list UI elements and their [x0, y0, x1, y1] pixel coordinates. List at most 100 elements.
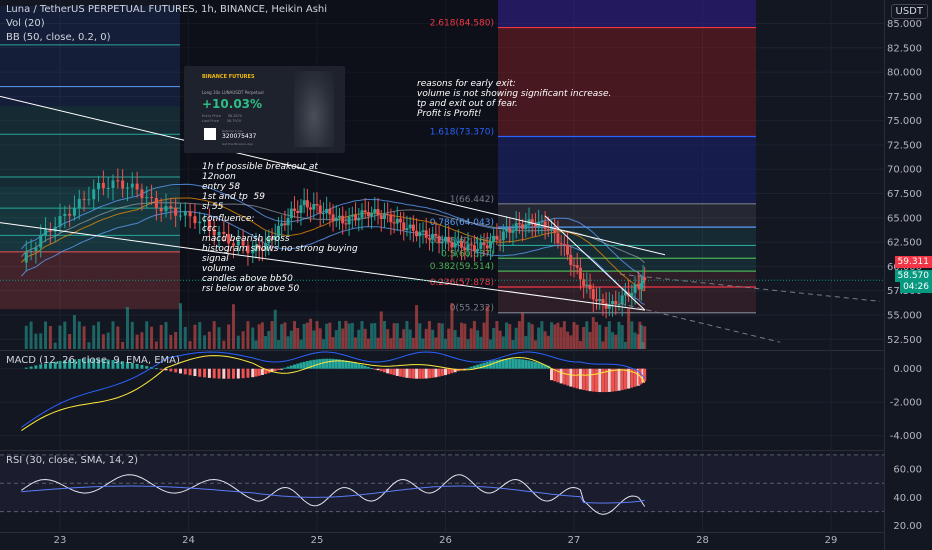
macd-histogram-bar [140, 364, 144, 369]
macd-histogram-bar [566, 368, 570, 386]
candle-body [116, 180, 120, 182]
macd-histogram-bar [270, 368, 274, 373]
volume-bar [607, 321, 611, 349]
volume-bar [623, 341, 627, 349]
volume-bar [44, 321, 48, 349]
macd-histogram-bar [415, 368, 419, 379]
macd-histogram-bar [614, 368, 618, 392]
candle-body [588, 284, 592, 290]
macd-histogram-bar [514, 358, 518, 369]
macd-indicator-label[interactable]: MACD (12, 26, close, 9, EMA, EMA) [6, 355, 180, 366]
volume-bar [296, 328, 300, 349]
candle-body [521, 224, 525, 229]
candle-body [638, 284, 642, 289]
candle-body [643, 277, 647, 281]
candle-body [591, 289, 595, 300]
volume-bar [559, 327, 563, 349]
candle-body [559, 243, 563, 245]
volume-bar [344, 320, 348, 349]
macd-histogram-bar [251, 368, 255, 378]
x-tick-label: 27 [568, 535, 581, 546]
macd-histogram-bar [617, 368, 621, 391]
macd-histogram-bar [337, 359, 341, 369]
candle-body [363, 210, 367, 213]
candle-body [251, 251, 255, 254]
volume-bar [92, 325, 96, 349]
candle-body [174, 207, 178, 216]
macd-histogram-bar [145, 365, 149, 369]
macd-histogram-bar [585, 368, 589, 391]
candle-body [530, 219, 534, 224]
volume-bar [241, 331, 245, 349]
candle-body [575, 265, 579, 268]
macd-histogram-bar [402, 368, 406, 378]
macd-histogram-bar [627, 368, 631, 389]
candle-body [97, 182, 101, 190]
candle-body [437, 235, 441, 244]
macd-histogram-bar [203, 368, 207, 378]
x-tick-label: 29 [825, 535, 838, 546]
volume-bar [533, 340, 537, 349]
volume-bar [537, 327, 541, 349]
volume-bar [58, 325, 62, 349]
candle-body [604, 303, 608, 309]
macd-histogram-bar [440, 368, 444, 376]
chart-title: Luna / TetherUS PERPETUAL FUTURES, 1h, B… [6, 4, 328, 15]
candle-body [236, 241, 240, 246]
currency-button[interactable]: USDT [890, 4, 928, 19]
volume-bar [150, 326, 154, 349]
volume-bar [501, 336, 505, 349]
volume-bar [466, 339, 470, 349]
volume-bar [505, 322, 509, 349]
volume-bar [87, 342, 91, 349]
macd-histogram-bar [418, 368, 422, 379]
macd-histogram-bar [463, 368, 467, 370]
candle-body [611, 301, 615, 305]
macd-histogram-bar [87, 358, 91, 369]
macd-histogram-bar [97, 358, 101, 369]
candle-body [334, 217, 338, 221]
volume-bar [39, 333, 43, 349]
macd-histogram-bar [389, 368, 393, 375]
volume-bar [246, 321, 250, 349]
volume-bar [276, 340, 280, 349]
candle-body [418, 231, 422, 237]
candle-body [212, 229, 216, 236]
macd-histogram-bar [575, 368, 579, 389]
fib-level-label: 0.382(59.514) [430, 262, 494, 272]
volume-bar [312, 330, 316, 349]
volume-bar [405, 321, 409, 349]
candle-body [24, 251, 28, 263]
volume-bar [370, 323, 374, 349]
pnl-card: BINANCE FUTURES Long 10x LUNAUSDT Perpet… [184, 66, 345, 153]
volume-bar [569, 335, 573, 349]
volume-bar [604, 326, 608, 349]
candle-body [431, 233, 435, 240]
rsi-indicator-label[interactable]: RSI (30, close, SMA, 14, 2) [6, 455, 139, 466]
candle-body [145, 196, 149, 199]
candle-body [267, 237, 271, 244]
volume-bar [331, 337, 335, 349]
macd-histogram-bar [508, 358, 512, 369]
candle-body [469, 244, 473, 246]
candle-body [39, 235, 43, 248]
volume-indicator-label[interactable]: Vol (20) [6, 18, 45, 29]
macd-histogram-bar [82, 358, 86, 369]
bollinger-indicator-label[interactable]: BB (50, close, 0.2, 0) [6, 32, 111, 43]
candle-body [392, 222, 396, 224]
macd-histogram-bar [328, 358, 332, 369]
volume-bar [488, 339, 492, 349]
candle-body [585, 284, 589, 286]
macd-histogram-bar [53, 361, 57, 369]
pnl-card-pair: Long 10x LUNAUSDT Perpetual [202, 90, 264, 95]
candle-body [456, 240, 460, 244]
macd-histogram-bar [591, 368, 595, 392]
candle-body [572, 264, 576, 266]
candle-body [569, 254, 573, 265]
volume-bar [431, 329, 435, 349]
volume-bar [434, 337, 438, 349]
macd-line [21, 351, 646, 428]
volume-bar [251, 327, 255, 349]
candle-body [53, 226, 57, 232]
